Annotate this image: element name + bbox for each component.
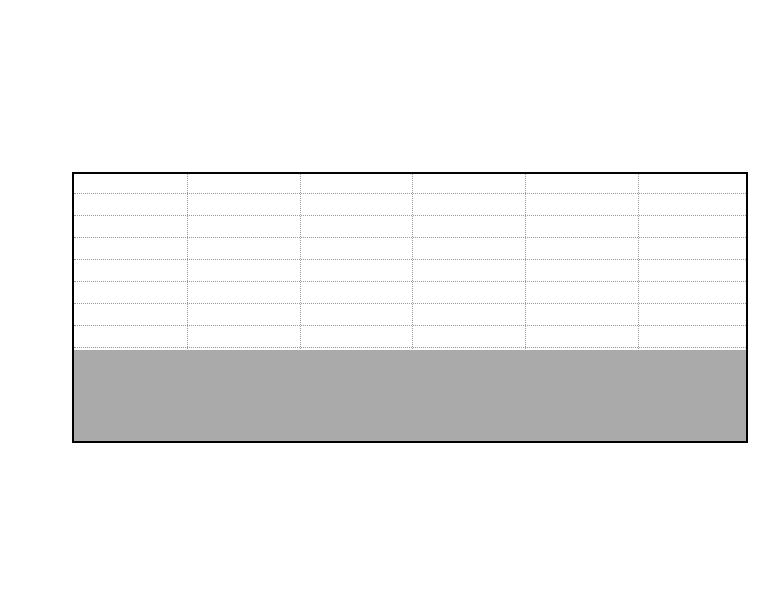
rainfall-field-canvas (74, 350, 746, 441)
gridline-horizontal (74, 259, 746, 260)
colorbar (160, 526, 656, 546)
gridline-vertical (187, 174, 188, 441)
gridline-horizontal (74, 325, 746, 326)
gridline-horizontal (74, 347, 746, 348)
gridline-vertical (638, 174, 639, 441)
gridline-vertical (525, 174, 526, 441)
map-plot-area (72, 172, 748, 443)
gridline-horizontal (74, 237, 746, 238)
colorbar-swatches (160, 526, 656, 546)
gridline-horizontal (74, 193, 746, 194)
gridline-horizontal (74, 215, 746, 216)
gridline-horizontal (74, 281, 746, 282)
gridline-vertical (300, 174, 301, 441)
rainfall-map-region (74, 350, 746, 441)
gridline-horizontal (74, 303, 746, 304)
gridline-vertical (412, 174, 413, 441)
